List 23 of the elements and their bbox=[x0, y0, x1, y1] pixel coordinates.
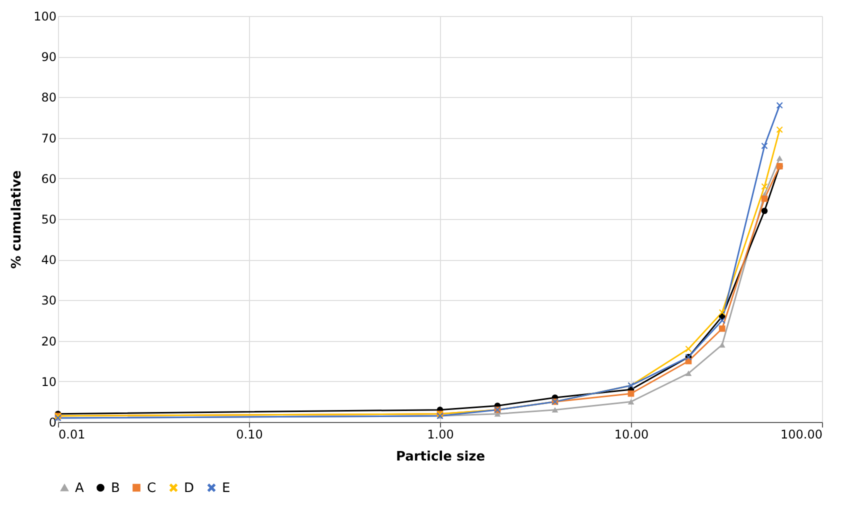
y-tick-label: 30 bbox=[41, 294, 56, 308]
y-tick-label: 40 bbox=[41, 253, 56, 268]
y-tick-label: 100 bbox=[34, 10, 56, 24]
y-tick-label: 0 bbox=[48, 416, 56, 430]
legend-label: D bbox=[184, 480, 194, 496]
x-tick-label: 1.00 bbox=[427, 428, 454, 442]
x-tick-label: 10.00 bbox=[614, 428, 649, 442]
y-tick-label: 10 bbox=[41, 374, 56, 389]
y-tick-label: 80 bbox=[41, 90, 56, 105]
legend-label: B bbox=[111, 480, 120, 496]
x-tick-label: 0.10 bbox=[236, 428, 263, 442]
y-axis-title: % cumulative bbox=[10, 170, 25, 269]
y-tick-label: 70 bbox=[41, 131, 56, 146]
y-tick-label: 50 bbox=[41, 212, 56, 226]
legend-label: A bbox=[75, 480, 84, 496]
y-tick-label: 60 bbox=[41, 172, 56, 186]
legend-label: E bbox=[222, 480, 230, 496]
y-tick-label: 20 bbox=[41, 334, 56, 348]
y-tick-label: 90 bbox=[41, 50, 56, 64]
x-tick-label: 0.01 bbox=[58, 428, 86, 442]
x-axis-title: Particle size bbox=[396, 450, 486, 464]
legend-label: C bbox=[147, 480, 156, 496]
x-tick-label: 100.00 bbox=[780, 428, 822, 442]
